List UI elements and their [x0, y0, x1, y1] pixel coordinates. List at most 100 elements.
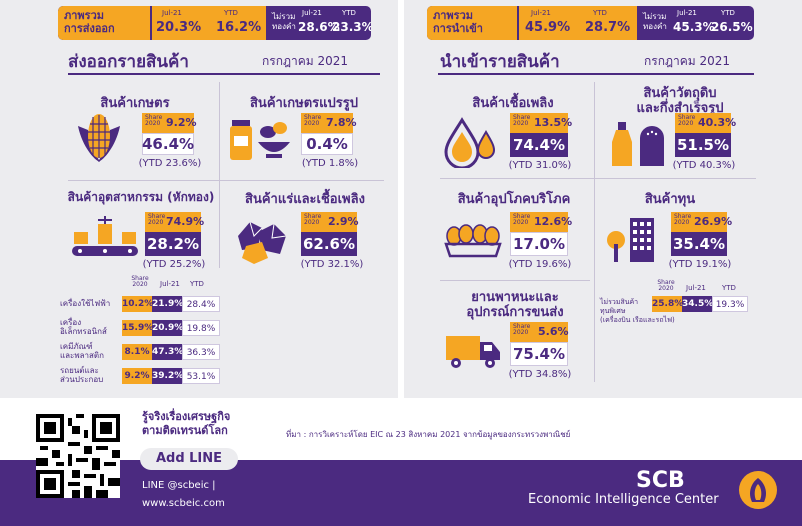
- export-excl-jul-label: Jul-21: [302, 9, 322, 17]
- follow-text: รู้จริงเรื่องเศรษฐกิจ ตามติดเทรนด์โลก: [142, 410, 231, 437]
- export-cat-mineral-jul: 62.6%: [302, 235, 356, 253]
- capital-excl-label: ไม่รวมสินค้า ทุนพิเศษ (เครื่องบิน เรือแล…: [600, 298, 675, 324]
- subtable-cell-share: 15.9%: [122, 320, 153, 336]
- import-cat-fuel-jul-box: [510, 133, 568, 157]
- import-jul-label: Jul-21: [531, 9, 551, 17]
- import-cat-vehicle-share-box: [510, 322, 568, 342]
- import-cat-capital-share: 26.9%: [694, 215, 733, 228]
- website-link[interactable]: www.scbeic.com: [142, 498, 225, 509]
- import-cat-fuel-share-label: Share 2020: [513, 114, 531, 127]
- import-cat-vehicle-ytd: (YTD 34.8%): [508, 369, 572, 380]
- export-cat-processed-name: สินค้าเกษตรแปรรูป: [250, 96, 358, 111]
- footer-purple-band: [0, 460, 802, 526]
- export-excl-ytd-label: YTD: [342, 9, 356, 17]
- add-line-button[interactable]: Add LINE: [140, 448, 238, 470]
- import-cat-fuel-share-box: [510, 113, 568, 133]
- egg-tray-icon: [444, 224, 502, 258]
- subtable-header-jul: Jul-21: [160, 280, 180, 288]
- import-cat-vehicle-jul-box: [510, 342, 568, 366]
- export-cat-industrial-jul-box: [145, 232, 201, 256]
- export-cat-mineral-ytd: (YTD 32.1%): [300, 259, 364, 270]
- export-cat-agri-share: 9.2%: [166, 116, 197, 129]
- subtable-row-label: เครื่องใช้ไฟฟ้า: [60, 299, 111, 308]
- line-id[interactable]: LINE @scbeic |: [142, 480, 216, 491]
- import-cat-raw-jul: 51.5%: [676, 136, 730, 154]
- subtable-cell-jul: 47.3%: [152, 344, 183, 360]
- export-divider-h: [68, 180, 384, 181]
- import-cat-consumer-share-label: Share 2020: [513, 213, 531, 226]
- mineral-icon: [238, 221, 287, 264]
- export-cat-industrial-jul: 28.2%: [146, 235, 200, 253]
- subtable-cell-jul: 20.9%: [152, 320, 183, 336]
- export-excl-ytd-value: 23.3%: [332, 20, 371, 34]
- import-divider-h2: [440, 280, 590, 281]
- export-cat-processed-share: 7.8%: [326, 116, 357, 129]
- export-cat-processed-share-label: Share 2020: [304, 114, 322, 127]
- import-summary-label: ภาพรวม การนำเข้า: [433, 9, 483, 35]
- subtable-cell-share: 9.2%: [122, 368, 152, 384]
- subtable-header-share: Share 2020: [131, 275, 149, 288]
- subtable-cell-ytd: 19.8%: [182, 320, 220, 336]
- subtable-header-ytd: YTD: [190, 280, 204, 288]
- import-cat-raw-jul-box: [675, 133, 731, 157]
- import-cat-fuel-name: สินค้าเชื้อเพลิง: [472, 96, 554, 111]
- canned-food-icon: [230, 120, 290, 160]
- export-cat-agri-name: สินค้าเกษตร: [100, 96, 170, 111]
- export-summary-label: ภาพรวม การส่งออก: [64, 9, 115, 35]
- subtable-cell-ytd: 36.3%: [182, 344, 220, 360]
- import-cat-capital-jul: 35.4%: [672, 235, 726, 253]
- import-cat-vehicle-share: 5.6%: [538, 325, 569, 338]
- brand-name: SCB: [636, 468, 685, 493]
- import-cat-capital-name: สินค้าทุน: [644, 192, 696, 207]
- import-divider-h1: [440, 178, 756, 179]
- subtable-cell-jul: 21.9%: [152, 296, 183, 312]
- oil-drop-icon: [444, 117, 496, 168]
- import-cat-capital-ytd: (YTD 19.1%): [668, 259, 732, 270]
- salt-pepper-icon: [612, 122, 664, 166]
- export-divider-v: [219, 82, 220, 268]
- capital-excl-header-ytd: YTD: [722, 284, 736, 292]
- import-cat-capital-jul-box: [671, 232, 727, 256]
- export-cat-mineral-share: 2.9%: [328, 215, 359, 228]
- export-ytd-value: 16.2%: [216, 20, 262, 35]
- import-panel: [404, 0, 802, 398]
- import-excl-ytd-value: 26.5%: [711, 20, 753, 34]
- export-title-underline: [68, 73, 380, 75]
- export-cat-industrial-share: 74.9%: [166, 215, 205, 228]
- export-cat-processed-ytd: (YTD 1.8%): [301, 158, 359, 169]
- export-cat-agri-share-label: Share 2020: [145, 114, 163, 127]
- import-cat-fuel-share: 13.5%: [534, 116, 573, 129]
- import-cat-raw-name: สินค้าวัตถุดิบ และกึ่งสำเร็จรูป: [636, 86, 724, 116]
- export-month: กรกฎาคม 2021: [262, 54, 349, 68]
- import-cat-vehicle-share-label: Share 2020: [513, 323, 531, 336]
- subtable-cell-jul: 39.2%: [152, 368, 183, 384]
- export-cat-industrial-name: สินค้าอุตสาหกรรม (หักทอง): [67, 190, 215, 204]
- export-cat-mineral-jul-box: [301, 232, 357, 256]
- subtable-cell-share: 8.1%: [122, 344, 152, 360]
- import-cat-raw-share: 40.3%: [698, 116, 737, 129]
- subtable-row-label: เคมีภัณฑ์ และพลาสติก: [60, 342, 104, 360]
- export-jul-value: 20.3%: [156, 20, 202, 35]
- building-icon: [607, 218, 654, 262]
- capital-excl-ytd: 19.3%: [712, 296, 748, 312]
- capital-excl-jul: 34.5%: [682, 296, 713, 312]
- import-cat-consumer-ytd: (YTD 19.6%): [508, 259, 572, 270]
- truck-icon: [446, 336, 500, 368]
- footer-white-wave: [0, 400, 802, 460]
- capital-excl-header-jul: Jul-21: [686, 284, 706, 292]
- qr-code[interactable]: [36, 414, 120, 498]
- import-excl-label: ไม่รวม ทองคำ: [643, 12, 667, 31]
- export-title: ส่งออกรายสินค้า: [68, 52, 189, 72]
- subtable-row-label: รถยนต์และ ส่วนประกอบ: [60, 366, 104, 384]
- import-cat-consumer-jul: 17.0%: [512, 235, 566, 253]
- export-cat-agri-jul-box: [142, 133, 194, 155]
- export-summary: ภาพรวม การส่งออก Jul-21 20.3% YTD 16.2% …: [58, 6, 371, 40]
- export-cat-agri-ytd: (YTD 23.6%): [138, 158, 202, 169]
- brand-subtitle: Economic Intelligence Center: [528, 492, 719, 507]
- import-title-underline: [438, 73, 754, 75]
- subtable-cell-ytd: 53.1%: [182, 368, 220, 384]
- capital-excl-share: 25.8%: [652, 296, 683, 312]
- import-cat-fuel-ytd: (YTD 31.0%): [508, 160, 572, 171]
- import-cat-vehicle-name: ยานพาหนะและ อุปกรณ์การขนส่ง: [466, 290, 564, 320]
- export-excl-label: ไม่รวม ทองคำ: [272, 12, 296, 31]
